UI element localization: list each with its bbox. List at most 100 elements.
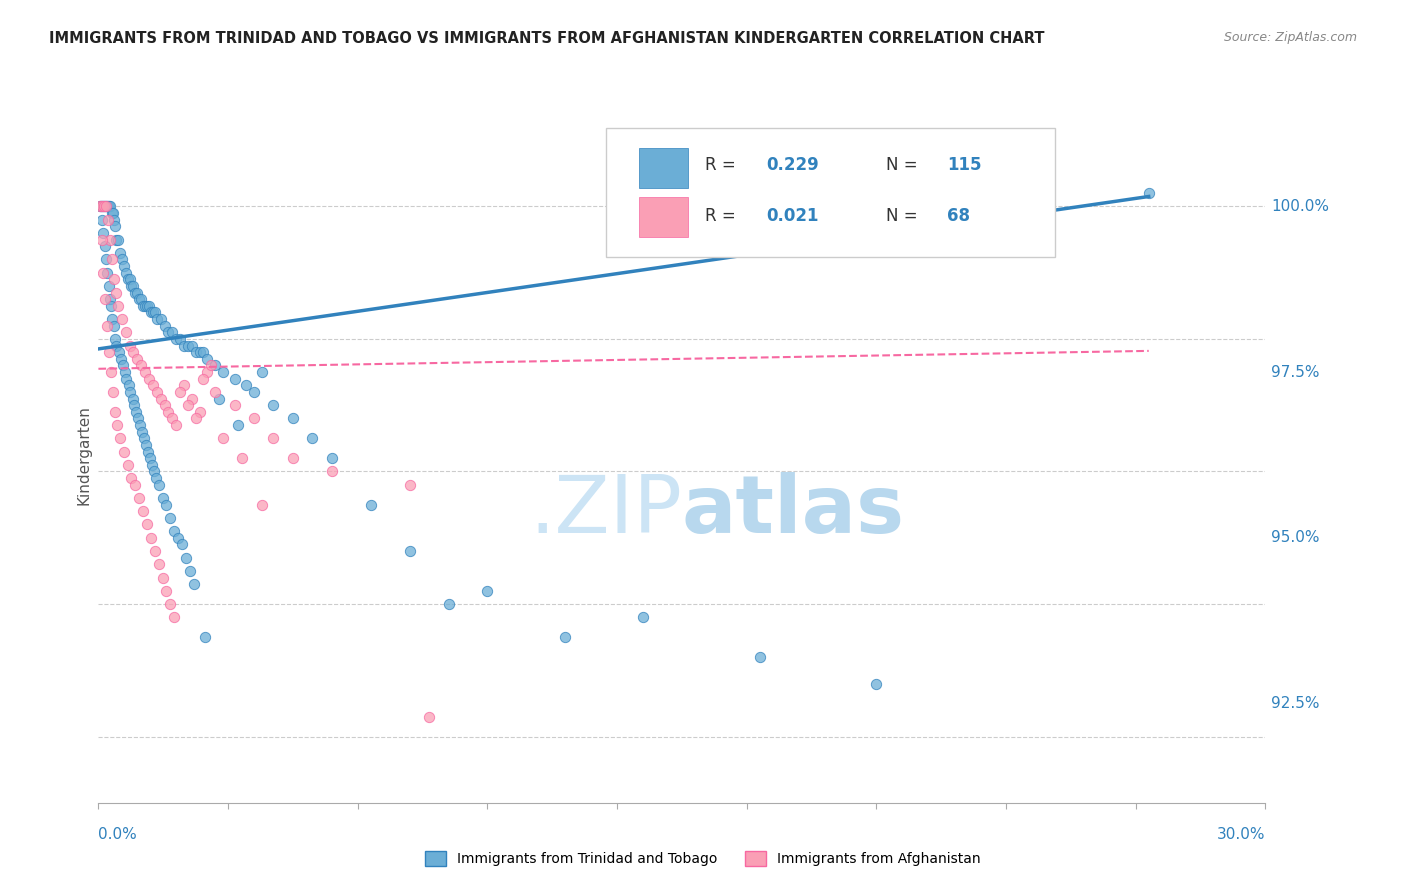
Point bbox=[122, 345, 145, 359]
Point bbox=[90, 199, 112, 213]
Point bbox=[128, 292, 150, 306]
Point bbox=[132, 299, 155, 313]
Y-axis label: Kindergarten: Kindergarten bbox=[76, 405, 91, 505]
Text: R =: R = bbox=[706, 156, 741, 174]
Point bbox=[418, 709, 440, 723]
Point bbox=[193, 345, 215, 359]
Point bbox=[162, 411, 184, 425]
Point bbox=[301, 431, 323, 445]
Point bbox=[121, 279, 143, 293]
Point bbox=[108, 431, 131, 445]
Point bbox=[91, 199, 114, 213]
Point bbox=[104, 233, 127, 247]
Point bbox=[250, 365, 273, 379]
Point bbox=[136, 517, 159, 532]
Point bbox=[105, 418, 128, 433]
Point bbox=[129, 292, 152, 306]
Point bbox=[212, 365, 235, 379]
Point bbox=[200, 359, 222, 373]
Point bbox=[477, 583, 499, 598]
Bar bbox=[638, 197, 688, 237]
Point bbox=[94, 292, 117, 306]
Point bbox=[148, 558, 170, 572]
Point bbox=[163, 524, 186, 538]
Point bbox=[142, 378, 165, 392]
Point bbox=[174, 550, 197, 565]
Point bbox=[141, 458, 163, 472]
Point bbox=[97, 279, 120, 293]
Point bbox=[108, 245, 131, 260]
Point bbox=[136, 444, 159, 458]
Point bbox=[143, 305, 166, 319]
Text: 0.0%: 0.0% bbox=[98, 827, 138, 842]
Point bbox=[111, 359, 134, 373]
Point bbox=[243, 411, 266, 425]
Point bbox=[117, 272, 139, 286]
Point bbox=[129, 418, 152, 433]
Text: N =: N = bbox=[886, 207, 922, 226]
Point bbox=[228, 418, 250, 433]
Point bbox=[180, 392, 202, 406]
Text: Source: ZipAtlas.com: Source: ZipAtlas.com bbox=[1223, 31, 1357, 45]
Point bbox=[91, 199, 114, 213]
Point bbox=[89, 199, 111, 213]
Point bbox=[183, 577, 205, 591]
Point bbox=[128, 491, 150, 505]
Point bbox=[97, 199, 120, 213]
Point bbox=[748, 650, 770, 665]
Point bbox=[93, 199, 115, 213]
Point bbox=[159, 597, 181, 611]
Point bbox=[177, 398, 200, 412]
Point bbox=[98, 199, 121, 213]
Point bbox=[103, 384, 125, 399]
Point bbox=[157, 405, 180, 419]
Point bbox=[1137, 186, 1160, 201]
Point bbox=[89, 199, 111, 213]
Point bbox=[250, 498, 273, 512]
Point bbox=[138, 372, 160, 386]
Point bbox=[124, 285, 146, 300]
Point bbox=[107, 233, 129, 247]
Point bbox=[208, 392, 231, 406]
Point bbox=[188, 405, 211, 419]
Point bbox=[152, 491, 174, 505]
Point bbox=[145, 471, 167, 485]
Point bbox=[139, 451, 162, 466]
Text: 115: 115 bbox=[946, 156, 981, 174]
Point bbox=[112, 444, 135, 458]
Point bbox=[122, 398, 145, 412]
Point bbox=[162, 326, 184, 340]
Point bbox=[554, 630, 576, 644]
Point bbox=[149, 392, 172, 406]
Text: .ZIP: .ZIP bbox=[529, 472, 682, 549]
Point bbox=[184, 345, 207, 359]
Point bbox=[195, 351, 218, 366]
Point bbox=[165, 332, 187, 346]
Point bbox=[118, 378, 141, 392]
Point bbox=[110, 351, 132, 366]
Point bbox=[104, 285, 127, 300]
Point bbox=[122, 279, 145, 293]
Text: 68: 68 bbox=[946, 207, 970, 226]
Point bbox=[98, 199, 121, 213]
Point bbox=[193, 372, 215, 386]
Point bbox=[152, 570, 174, 584]
Point bbox=[169, 332, 191, 346]
Point bbox=[157, 326, 180, 340]
Point bbox=[114, 365, 136, 379]
Point bbox=[103, 272, 125, 286]
Point bbox=[96, 199, 118, 213]
Point bbox=[98, 345, 121, 359]
Point bbox=[114, 326, 136, 340]
Point bbox=[179, 564, 201, 578]
Point bbox=[93, 199, 115, 213]
Point bbox=[321, 451, 343, 466]
Text: 97.5%: 97.5% bbox=[1271, 365, 1320, 380]
Point bbox=[93, 239, 115, 253]
Point bbox=[94, 199, 117, 213]
Text: 100.0%: 100.0% bbox=[1271, 199, 1329, 214]
Point bbox=[100, 299, 122, 313]
Point bbox=[437, 597, 460, 611]
Point bbox=[143, 465, 166, 479]
Point bbox=[127, 411, 149, 425]
